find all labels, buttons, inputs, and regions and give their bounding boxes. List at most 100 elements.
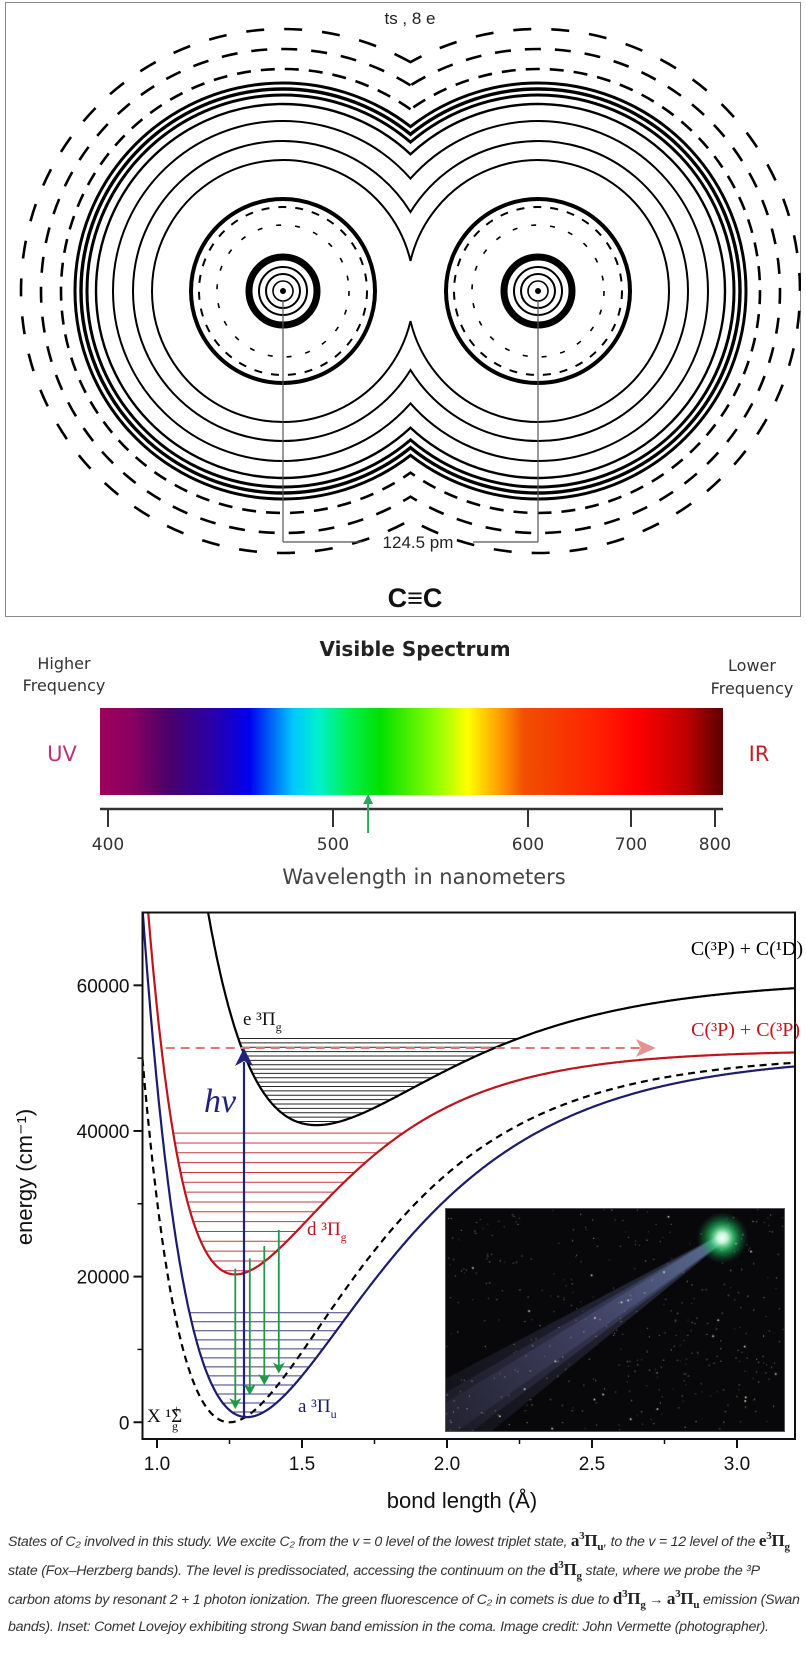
state-label-a-main: a ³Π bbox=[298, 1396, 331, 1417]
ir-label: IR bbox=[749, 742, 770, 766]
asymptote-label-c3p-c1d: C(³P) + C(¹D) bbox=[691, 938, 803, 960]
emission-arrowhead bbox=[258, 1374, 271, 1386]
caption-text: state (Fox–Herzberg bands). The level is… bbox=[8, 1563, 550, 1579]
visible-spectrum-panel: Visible Spectrum Higher Frequency Lower … bbox=[23, 637, 794, 889]
potential-energy-chart: 0 20000 40000 60000 1.0 1.5 2.0 2.5 3.0 energy (… bbox=[12, 911, 803, 1513]
bond-length-label: 124.5 pm bbox=[383, 533, 454, 552]
state-symbol-part: 3 bbox=[558, 1559, 564, 1571]
x-tick-label: 2.0 bbox=[434, 1454, 460, 1475]
state-symbol-part: Π bbox=[563, 1560, 577, 1579]
molecule-formula: C≡C bbox=[388, 583, 443, 613]
state-symbol-part: g bbox=[576, 1570, 583, 1582]
state-symbol-part: g bbox=[640, 1599, 646, 1611]
potential-curve bbox=[142, 1059, 795, 1424]
state-symbol-part: d bbox=[549, 1560, 559, 1579]
bond-length-marker: 124.5 pm bbox=[282, 300, 539, 552]
state-symbol-part: Π bbox=[680, 1589, 694, 1608]
axes: 0 20000 40000 60000 1.0 1.5 2.0 2.5 3.0 bbox=[77, 976, 751, 1475]
contour-line-dashed bbox=[39, 47, 782, 535]
x-axis-label: bond length (Å) bbox=[387, 1488, 537, 1513]
caption-text: → bbox=[645, 1592, 667, 1608]
potential-curve bbox=[147, 912, 795, 1276]
contour-line-dashed bbox=[19, 27, 801, 555]
contour-line bbox=[112, 120, 709, 462]
atom-contour-dashed bbox=[471, 224, 605, 358]
contour-line bbox=[151, 159, 670, 423]
contour-line bbox=[94, 102, 727, 480]
state-label-e-main: e ³Π bbox=[243, 1009, 276, 1030]
excitation-arrowhead bbox=[235, 1047, 253, 1066]
contour-line bbox=[85, 93, 736, 489]
higher-label-line1: Higher bbox=[37, 654, 91, 673]
wavelength-tick-label: 500 bbox=[317, 835, 349, 855]
state-label-d-sub: g bbox=[341, 1230, 347, 1244]
higher-label-line2: Frequency bbox=[23, 676, 106, 695]
contour-line bbox=[132, 140, 689, 442]
x-tick-label: 3.0 bbox=[724, 1454, 750, 1475]
state-symbol-part: g bbox=[784, 1541, 790, 1553]
state-symbol-part: 3 bbox=[675, 1588, 681, 1600]
state-label-d-main: d ³Π bbox=[307, 1219, 341, 1240]
photon-energy-label: hν bbox=[204, 1083, 237, 1120]
state-label-x: X ¹Σ+ g bbox=[147, 1402, 182, 1433]
spectrum-bar bbox=[100, 708, 723, 795]
state-symbol-part: Π bbox=[627, 1589, 641, 1608]
emission-arrowhead bbox=[229, 1398, 242, 1410]
state-symbol-part: u bbox=[693, 1599, 700, 1611]
comet-lovejoy-photo bbox=[445, 1208, 785, 1432]
caption-state-symbol: d3Πg bbox=[612, 1589, 646, 1611]
state-symbol-part: 3 bbox=[766, 1530, 772, 1542]
emission-arrowhead bbox=[272, 1362, 285, 1374]
state-symbol-part: Π bbox=[584, 1531, 598, 1550]
state-label-x-main: X ¹Σ bbox=[147, 1406, 182, 1427]
caption-state-symbol: d3Πg bbox=[549, 1559, 583, 1582]
wavelength-tick-label: 800 bbox=[699, 835, 731, 855]
state-label-a-sub: u bbox=[331, 1407, 337, 1421]
state-label-a: a ³Πu bbox=[298, 1396, 337, 1421]
state-label-x-sup: + bbox=[173, 1402, 180, 1416]
state-symbol-part: d bbox=[612, 1589, 623, 1608]
contour-line-dashed bbox=[59, 67, 762, 515]
wavelength-tick-label: 400 bbox=[92, 835, 124, 855]
atom-contour-dashed bbox=[453, 206, 623, 376]
contour-line bbox=[73, 81, 748, 501]
y-axis-label: energy (cm⁻¹) bbox=[12, 1109, 37, 1245]
potential-curve bbox=[207, 912, 795, 1127]
lower-label-line1: Lower bbox=[728, 656, 776, 675]
contour-line bbox=[79, 87, 742, 495]
spectrum-title: Visible Spectrum bbox=[319, 637, 510, 661]
dissociation-arrowhead bbox=[635, 1038, 656, 1057]
y-tick-label: 20000 bbox=[77, 1268, 130, 1289]
y-tick-label: 60000 bbox=[77, 976, 130, 997]
electron-density-panel: ts , 8 e 124.5 pm C≡C bbox=[5, 2, 801, 617]
asymptote-label-c3p-c3p: C(³P) + C(³P) bbox=[691, 1019, 800, 1041]
caption-text: state, where we probe the ³P carbon atom… bbox=[8, 1563, 760, 1608]
plot-area bbox=[142, 912, 795, 1424]
lower-label-line2: Frequency bbox=[711, 679, 794, 698]
contour-title: ts , 8 e bbox=[384, 9, 435, 28]
caption-text: States of C₂ involved in this study. We … bbox=[8, 1534, 571, 1550]
nucleus bbox=[535, 288, 541, 294]
state-symbol-part: a bbox=[666, 1589, 676, 1608]
state-symbol-part: Π bbox=[771, 1531, 785, 1550]
wavelength-axis-label: Wavelength in nanometers bbox=[282, 865, 566, 889]
x-tick-label: 1.5 bbox=[289, 1454, 315, 1475]
uv-label: UV bbox=[47, 742, 77, 766]
plot-frame bbox=[141, 911, 796, 1440]
wavelength-tick-label: 700 bbox=[615, 835, 647, 855]
emission-arrowhead bbox=[243, 1384, 256, 1396]
marker-arrowhead bbox=[363, 794, 374, 804]
wavelength-tick-label: 600 bbox=[512, 835, 544, 855]
nucleus bbox=[280, 288, 286, 294]
state-symbol-part: u bbox=[597, 1541, 604, 1553]
green-wavelength-marker bbox=[363, 794, 374, 833]
caption-state-symbol: e3Πg bbox=[759, 1530, 790, 1553]
wavelength-ticks: 400 500 600 700 800 bbox=[92, 809, 731, 855]
state-symbol-part: 3 bbox=[579, 1530, 585, 1542]
x-tick-label: 1.0 bbox=[144, 1454, 170, 1475]
state-symbol-part: a bbox=[570, 1531, 580, 1550]
y-tick-label: 40000 bbox=[77, 1122, 130, 1143]
y-tick-label: 0 bbox=[119, 1413, 130, 1434]
x-tick-label: 2.5 bbox=[579, 1454, 605, 1475]
